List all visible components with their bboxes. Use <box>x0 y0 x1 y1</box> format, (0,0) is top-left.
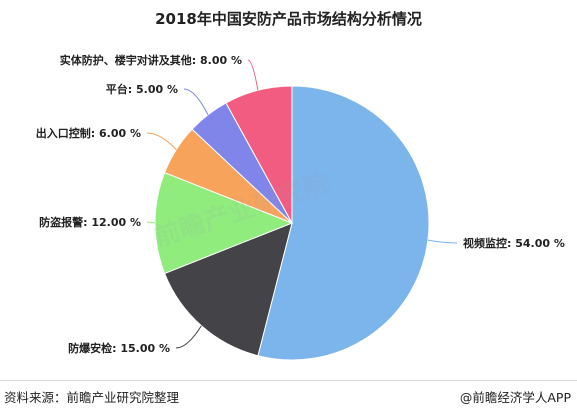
footer: 资料来源：前瞻产业研究院整理 @前瞻经济学人APP <box>0 380 577 411</box>
connector-line <box>175 325 202 349</box>
chart-title: 2018年中国安防产品市场结构分析情况 <box>155 10 422 28</box>
connector-line <box>146 132 177 150</box>
slice-physical-protection <box>225 85 293 224</box>
connector-line <box>427 239 458 244</box>
slice-explosion-proof <box>163 222 293 357</box>
connector-line <box>146 221 156 224</box>
label-access-control: 出入口控制: 6.00 % <box>36 126 141 140</box>
pie-labels: 视频监控: 54.00 % 防爆安检: 15.00 % 防盗报警: 12.00 % 出… <box>36 53 565 355</box>
connector-line <box>247 59 259 91</box>
slice-video-surveillance <box>257 85 430 361</box>
label-platform: 平台: 5.00 % <box>106 82 178 96</box>
label-physical-protection: 实体防护、楼宇对讲及其他: 8.00 % <box>60 53 242 67</box>
slice-burglar-alarm <box>154 171 294 275</box>
label-explosion-proof: 防爆安检: 15.00 % <box>68 341 170 355</box>
label-video-surveillance: 视频监控: 54.00 % <box>463 236 565 250</box>
pie-chart: 视频监控: 54.00 % 防爆安检: 15.00 % 防盗报警: 12.00 % 出… <box>36 53 565 361</box>
credit-note: @前瞻经济学人APP <box>459 390 571 405</box>
source-note: 资料来源：前瞻产业研究院整理 <box>4 390 180 405</box>
connector-line <box>183 88 209 115</box>
pie-slices <box>154 85 430 361</box>
label-burglar-alarm: 防盗报警: 12.00 % <box>39 215 141 229</box>
